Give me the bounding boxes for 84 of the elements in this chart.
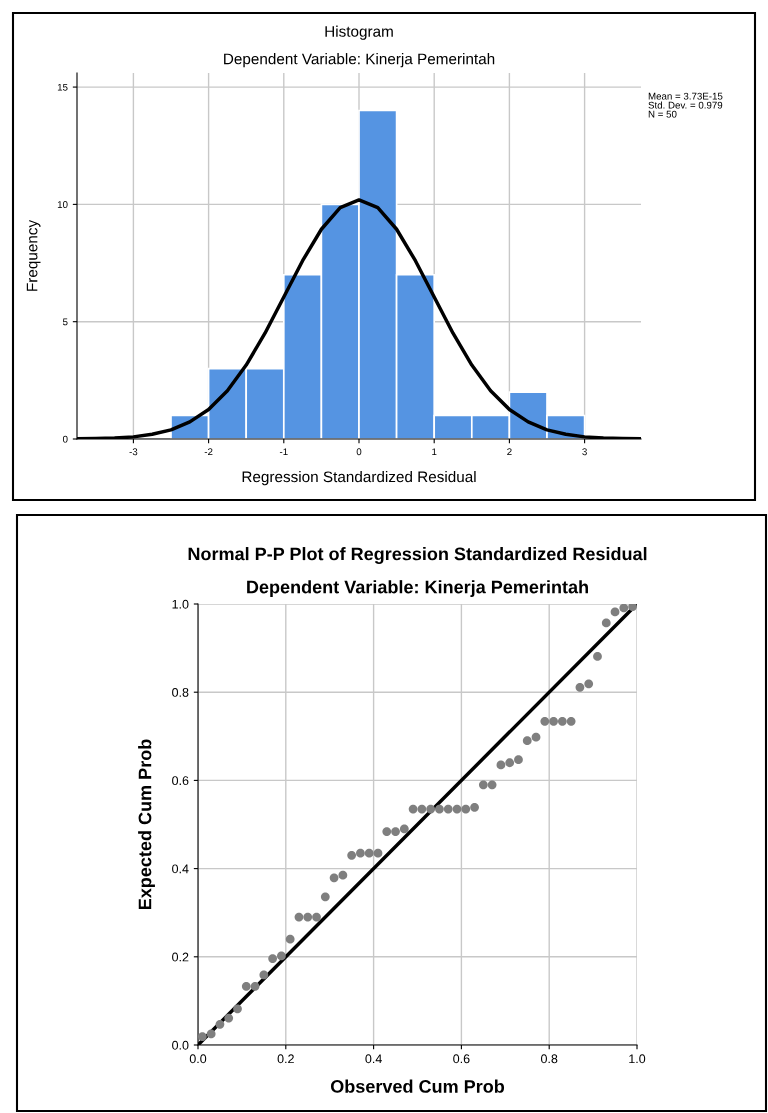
- point: [505, 758, 515, 768]
- chart-title: Normal P-P Plot of Regression Standardized Residual: [188, 547, 647, 564]
- point: [487, 780, 497, 790]
- chart-title: Histogram: [325, 25, 393, 40]
- point: [329, 873, 339, 883]
- point: [531, 732, 541, 742]
- point: [514, 755, 523, 765]
- point: [417, 804, 427, 814]
- point: [294, 912, 304, 922]
- point: [575, 682, 585, 692]
- x-tick-label: 1: [432, 448, 437, 456]
- point: [452, 804, 462, 814]
- x-tick-label: 2: [507, 448, 512, 456]
- x-tick-label: 0.2: [277, 1054, 294, 1064]
- x-tick-label: 0.4: [365, 1054, 382, 1064]
- point: [461, 804, 471, 814]
- x-tick-label: 1.0: [629, 1054, 646, 1064]
- point: [259, 970, 269, 980]
- point: [285, 934, 295, 944]
- point: [408, 804, 418, 814]
- y-tick-label: 0.8: [172, 688, 189, 697]
- text: Mean = 3.73E-15: [648, 92, 723, 100]
- point: [549, 716, 558, 726]
- y-tick-label: 10: [57, 201, 68, 208]
- x-tick-label: 3: [582, 448, 587, 456]
- x-tick-label: 0.6: [453, 1054, 470, 1064]
- y-tick-label: 5: [62, 318, 68, 326]
- point: [206, 1029, 216, 1039]
- x-tick-label: 0: [356, 448, 362, 456]
- x-tick-label: -3: [129, 448, 138, 456]
- y-tick-label: 0.2: [172, 952, 189, 962]
- point: [399, 824, 409, 834]
- point: [443, 804, 453, 814]
- point: [566, 716, 576, 726]
- point: [364, 848, 374, 858]
- point: [347, 850, 357, 860]
- x-axis-title: Regression Standardized Residual: [242, 470, 476, 486]
- point: [250, 981, 260, 991]
- point: [382, 827, 392, 836]
- x-axis-title: Observed Cum Prob: [330, 1079, 505, 1093]
- point: [435, 804, 444, 814]
- point: [215, 1019, 225, 1029]
- point: [338, 870, 348, 880]
- point: [540, 716, 550, 726]
- point: [224, 1013, 234, 1023]
- text: Std. Dev. = 0.979: [648, 101, 723, 109]
- point: [198, 1032, 207, 1042]
- point: [320, 892, 330, 902]
- y-tick-label: 15: [57, 83, 68, 91]
- point: [601, 618, 611, 628]
- point: [557, 716, 567, 726]
- x-tick-label: 0.8: [541, 1054, 558, 1064]
- y-tick-label: 0.6: [172, 776, 189, 786]
- point: [426, 804, 436, 814]
- y-tick-label: 0.0: [172, 1040, 189, 1050]
- chart-subtitle: Dependent Variable: Kinerja Pemerintah: [224, 53, 495, 68]
- y-tick-label: 1.0: [172, 599, 189, 609]
- point: [478, 780, 488, 790]
- point: [312, 912, 321, 922]
- y-axis-title: Frequency: [26, 219, 41, 291]
- x-tick-label: 0.0: [189, 1054, 207, 1064]
- point: [277, 951, 286, 961]
- point: [391, 827, 400, 836]
- point: [241, 981, 251, 991]
- point: [610, 607, 620, 617]
- y-tick-label: 0.4: [172, 864, 189, 874]
- x-tick-label: -1: [279, 448, 288, 456]
- point: [593, 652, 602, 661]
- point: [619, 604, 629, 613]
- point: [303, 912, 313, 922]
- text: N = 50: [648, 110, 677, 118]
- point: [470, 802, 479, 812]
- point: [522, 736, 532, 746]
- point: [584, 679, 594, 689]
- point: [496, 760, 506, 770]
- point: [373, 848, 383, 858]
- point: [268, 954, 278, 963]
- chart-subtitle: Dependent Variable: Kinerja Pemerintah: [247, 580, 588, 597]
- point: [356, 848, 365, 858]
- y-tick-label: 0: [62, 435, 68, 443]
- y-axis-title: Expected Cum Prob: [138, 739, 155, 910]
- point: [233, 1004, 242, 1014]
- x-tick-label: -2: [204, 448, 213, 456]
- point: [628, 604, 637, 612]
